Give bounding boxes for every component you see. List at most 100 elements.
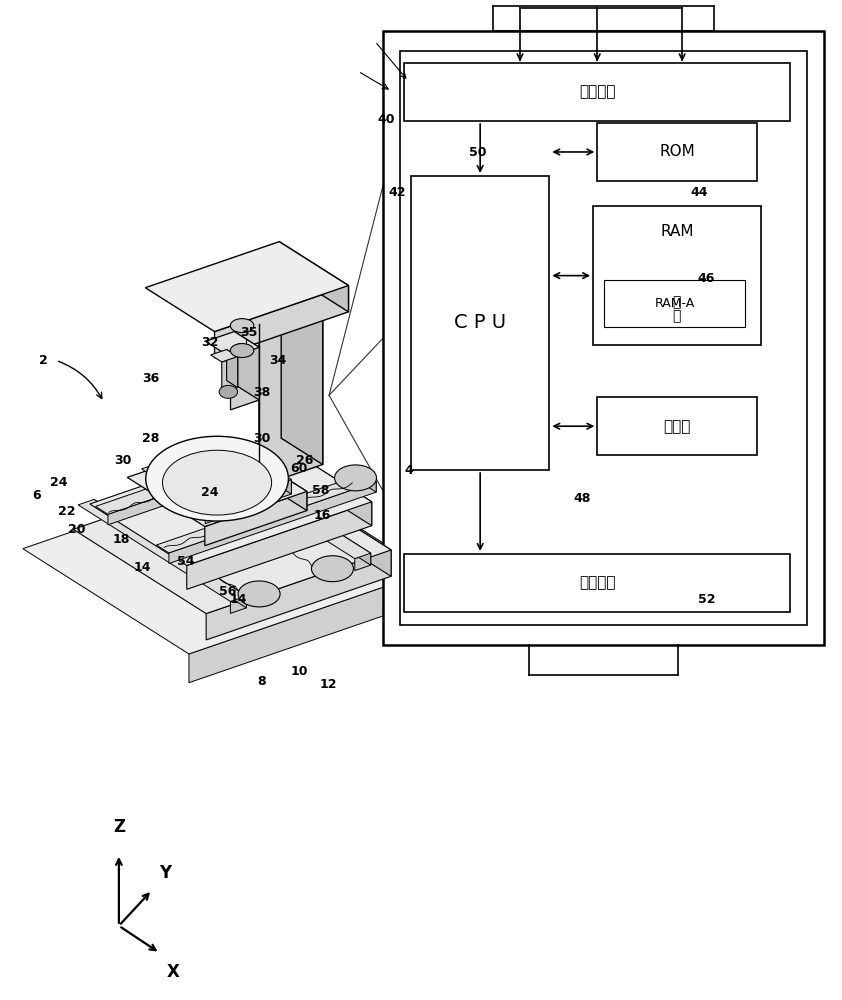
Polygon shape bbox=[303, 435, 315, 454]
Polygon shape bbox=[152, 472, 165, 490]
Text: 50: 50 bbox=[469, 146, 487, 159]
Text: 44: 44 bbox=[691, 186, 708, 199]
Polygon shape bbox=[262, 466, 428, 600]
Text: 24: 24 bbox=[50, 476, 67, 489]
Polygon shape bbox=[90, 440, 371, 565]
Polygon shape bbox=[218, 457, 370, 565]
Text: 输入接口: 输入接口 bbox=[579, 85, 616, 100]
Polygon shape bbox=[94, 499, 247, 608]
Polygon shape bbox=[364, 474, 376, 492]
Polygon shape bbox=[210, 349, 237, 362]
Ellipse shape bbox=[146, 436, 289, 521]
Text: 18: 18 bbox=[113, 533, 130, 546]
Polygon shape bbox=[206, 550, 392, 640]
Bar bbox=[400, 51, 807, 625]
Bar bbox=[404, 63, 791, 121]
Polygon shape bbox=[280, 473, 291, 494]
Text: ROM: ROM bbox=[659, 144, 695, 159]
Polygon shape bbox=[195, 498, 218, 509]
Text: 24: 24 bbox=[200, 486, 218, 499]
Polygon shape bbox=[205, 332, 259, 357]
Ellipse shape bbox=[231, 344, 253, 358]
Polygon shape bbox=[23, 466, 428, 654]
Ellipse shape bbox=[231, 319, 253, 333]
Text: 30: 30 bbox=[115, 454, 131, 467]
Polygon shape bbox=[202, 457, 370, 559]
Polygon shape bbox=[215, 482, 247, 499]
Polygon shape bbox=[279, 480, 291, 498]
Text: 6: 6 bbox=[32, 489, 41, 502]
Polygon shape bbox=[229, 442, 306, 511]
Text: 14: 14 bbox=[229, 593, 247, 606]
Polygon shape bbox=[215, 286, 349, 358]
Text: Y: Y bbox=[159, 864, 171, 882]
Polygon shape bbox=[146, 242, 349, 332]
Text: 30: 30 bbox=[253, 432, 270, 445]
Text: 48: 48 bbox=[573, 492, 591, 505]
Ellipse shape bbox=[280, 430, 321, 456]
Polygon shape bbox=[187, 502, 371, 589]
Bar bbox=[597, 397, 757, 455]
Polygon shape bbox=[78, 499, 247, 601]
Text: 28: 28 bbox=[142, 432, 159, 445]
Text: 2: 2 bbox=[39, 354, 48, 367]
Text: 32: 32 bbox=[201, 336, 218, 349]
Polygon shape bbox=[127, 442, 306, 527]
Polygon shape bbox=[234, 332, 259, 400]
Polygon shape bbox=[227, 439, 239, 461]
Polygon shape bbox=[221, 356, 237, 393]
Polygon shape bbox=[219, 464, 247, 488]
Polygon shape bbox=[154, 465, 165, 486]
Polygon shape bbox=[274, 440, 371, 526]
Text: RAM: RAM bbox=[660, 224, 694, 239]
Bar bbox=[411, 176, 549, 470]
Polygon shape bbox=[280, 242, 349, 312]
Polygon shape bbox=[169, 482, 376, 563]
Polygon shape bbox=[95, 435, 315, 514]
Polygon shape bbox=[268, 473, 291, 484]
Polygon shape bbox=[259, 297, 322, 486]
Text: 52: 52 bbox=[697, 593, 715, 606]
Text: RAM-A: RAM-A bbox=[654, 297, 695, 310]
Text: 16: 16 bbox=[313, 509, 331, 522]
Polygon shape bbox=[207, 498, 218, 519]
Text: C P U: C P U bbox=[454, 313, 506, 332]
Text: 54: 54 bbox=[178, 555, 195, 568]
Polygon shape bbox=[187, 464, 247, 493]
Text: 10: 10 bbox=[290, 665, 308, 678]
Text: 46: 46 bbox=[698, 272, 715, 285]
Polygon shape bbox=[231, 347, 259, 410]
Polygon shape bbox=[354, 553, 370, 571]
Text: 4: 4 bbox=[404, 464, 413, 477]
Polygon shape bbox=[189, 572, 428, 683]
Text: 输出接口: 输出接口 bbox=[579, 575, 616, 590]
Text: 40: 40 bbox=[377, 113, 395, 126]
Bar bbox=[597, 123, 757, 181]
Ellipse shape bbox=[312, 556, 354, 582]
Polygon shape bbox=[205, 505, 218, 524]
Polygon shape bbox=[215, 439, 239, 451]
Text: 计数器: 计数器 bbox=[663, 419, 690, 434]
Ellipse shape bbox=[238, 581, 280, 607]
Polygon shape bbox=[281, 271, 322, 464]
Polygon shape bbox=[226, 446, 239, 465]
Bar bbox=[383, 31, 823, 645]
Polygon shape bbox=[231, 596, 247, 613]
Ellipse shape bbox=[334, 465, 376, 491]
Polygon shape bbox=[217, 271, 322, 319]
Text: Z: Z bbox=[113, 818, 125, 836]
Text: 36: 36 bbox=[142, 372, 159, 385]
Text: X: X bbox=[167, 963, 179, 981]
Polygon shape bbox=[205, 491, 306, 546]
Text: 56: 56 bbox=[219, 585, 237, 598]
Ellipse shape bbox=[163, 450, 272, 515]
Polygon shape bbox=[226, 349, 237, 388]
Polygon shape bbox=[73, 466, 392, 614]
Bar bbox=[404, 554, 791, 612]
Text: 20: 20 bbox=[68, 523, 86, 536]
Text: 12: 12 bbox=[320, 678, 338, 691]
Bar bbox=[593, 206, 761, 345]
Ellipse shape bbox=[219, 385, 237, 398]
Text: 26: 26 bbox=[296, 454, 314, 467]
Polygon shape bbox=[108, 443, 315, 525]
